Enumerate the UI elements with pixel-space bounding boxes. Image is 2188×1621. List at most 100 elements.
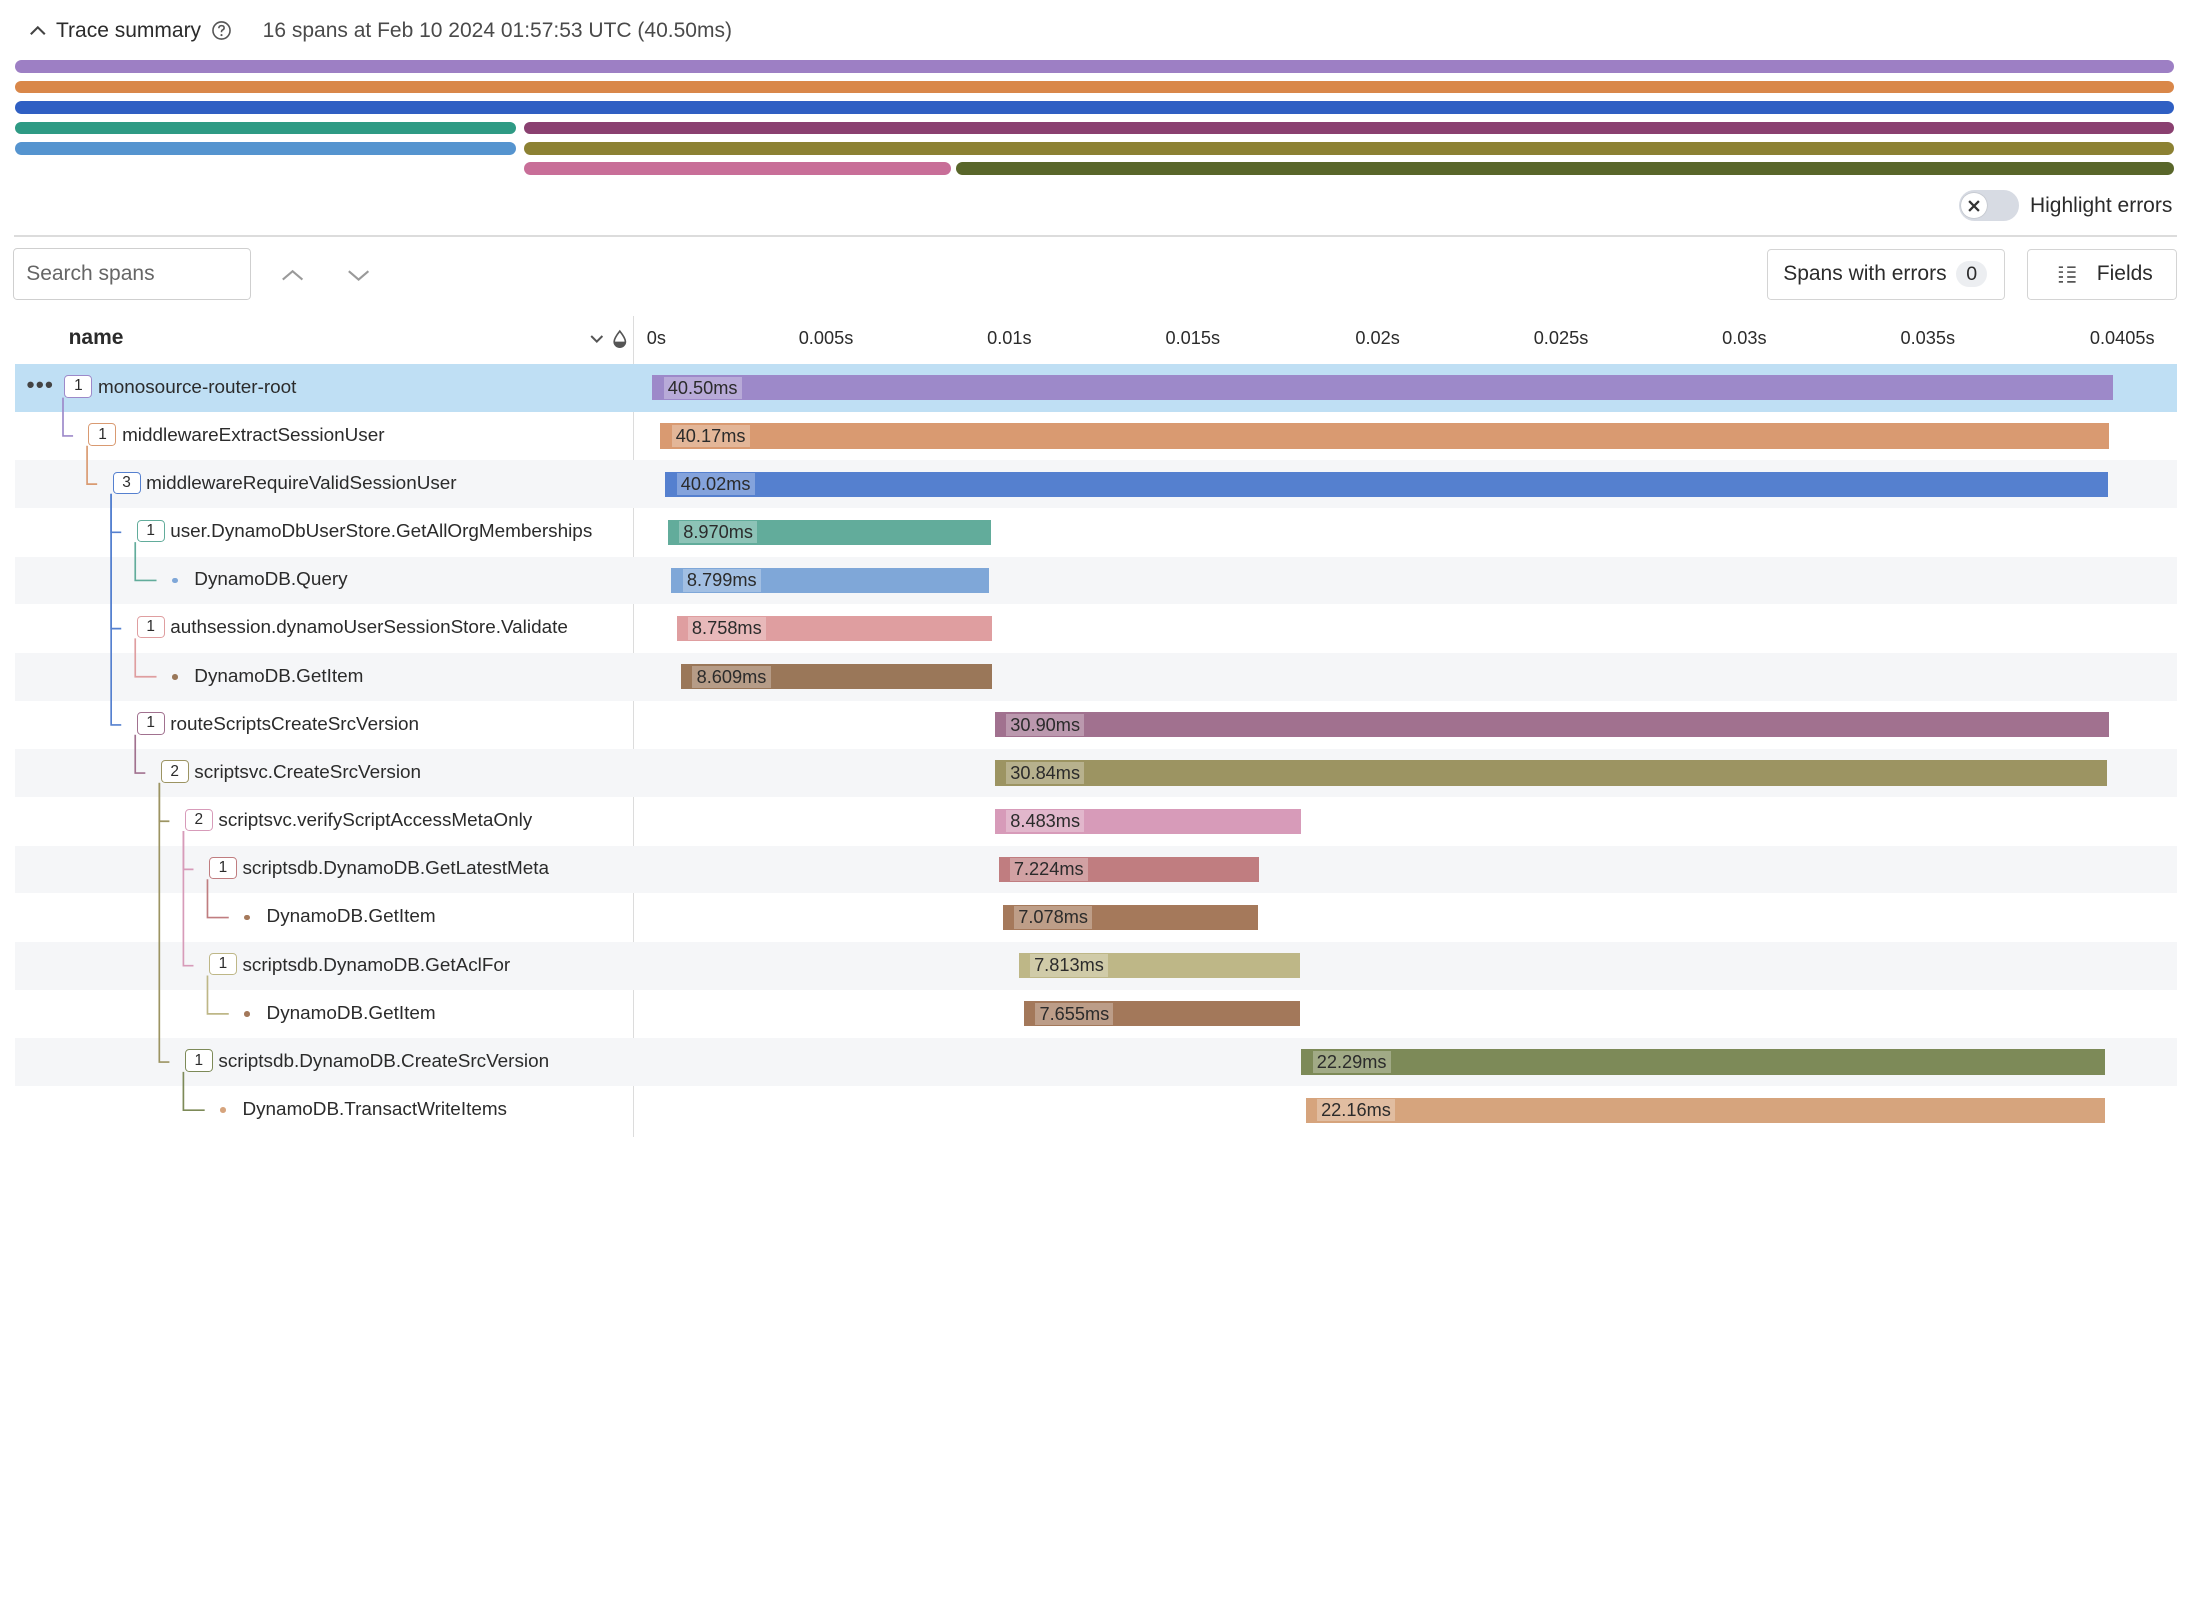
span-name: scriptsvc.CreateSrcVersion	[194, 761, 422, 783]
span-row[interactable]: 1 scriptsdb.DynamoDB.GetLatestMeta 7.224ms	[15, 845, 2177, 894]
span-bar[interactable]: 40.02ms	[665, 471, 2109, 497]
fields-button[interactable]: Fields	[2027, 249, 2177, 300]
previous-match-button[interactable]	[274, 258, 310, 294]
columns-icon	[2058, 266, 2076, 283]
span-name: scriptsdb.DynamoDB.GetAclFor	[242, 954, 511, 976]
child-count-badge[interactable]: 3	[112, 471, 141, 494]
timeline-axis: 0s 0.005s 0.01s 0.015s 0.02s 0.025s 0.03s 0.035…	[0, 0, 2188, 364]
leaf-dot-icon	[171, 673, 178, 680]
child-count-badge[interactable]: 1	[136, 519, 165, 543]
span-row[interactable]: 2 scriptsvc.CreateSrcVersion 30.84ms	[15, 749, 2177, 797]
leaf-dot-icon	[244, 914, 250, 921]
span-name: DynamoDB.GetItem	[194, 665, 364, 687]
minimap-bar	[15, 80, 2175, 94]
span-bar[interactable]: 7.078ms	[1002, 904, 1259, 931]
name-column-header[interactable]: name	[68, 326, 124, 350]
axis-tick-label: 0.015s	[1165, 327, 1221, 348]
child-count-badge[interactable]: 1	[136, 712, 165, 735]
span-duration-label: 40.17ms	[671, 424, 750, 448]
help-icon[interactable]	[211, 20, 232, 41]
minimap-bar	[524, 121, 2175, 135]
span-row[interactable]: 1 scriptsdb.DynamoDB.CreateSrcVersion 22.2…	[15, 1038, 2177, 1086]
span-bar[interactable]: 40.50ms	[652, 375, 2113, 401]
span-duration-label: 30.84ms	[1006, 761, 1085, 785]
span-bar[interactable]: 22.16ms	[1305, 1097, 2105, 1123]
span-duration-label: 30.90ms	[1006, 713, 1085, 737]
span-duration-label: 22.16ms	[1316, 1098, 1396, 1122]
highlight-errors-label: Highlight errors	[2029, 193, 2173, 217]
span-bar[interactable]: 8.799ms	[671, 567, 989, 593]
more-options-icon[interactable]: •••	[26, 371, 55, 397]
child-count-badge[interactable]: 2	[160, 760, 189, 783]
span-row[interactable]: DynamoDB.GetItem 7.078ms	[15, 894, 2177, 942]
span-row[interactable]: 1 routeScriptsCreateSrcVersion 30.90ms	[15, 701, 2177, 749]
highlight-errors-toggle[interactable]: Highlight errors	[1958, 190, 2173, 222]
chevron-up-icon	[282, 270, 304, 281]
child-count-badge[interactable]: 1	[88, 423, 117, 446]
minimap-bar	[956, 162, 2175, 175]
span-bar[interactable]: 30.84ms	[994, 760, 2107, 786]
span-name: DynamoDB.GetItem	[266, 1002, 436, 1024]
span-row[interactable]: 3 middlewareRequireValidSessionUser 40.02m…	[15, 460, 2177, 508]
span-bar[interactable]: 8.609ms	[681, 664, 992, 690]
child-count-badge[interactable]: 1	[184, 1049, 213, 1072]
trace-meta: 16 spans at Feb 10 2024 01:57:53 UTC (40…	[262, 18, 732, 42]
span-duration-label: 8.758ms	[687, 617, 766, 640]
child-count-badge[interactable]: 1	[64, 375, 93, 398]
span-row[interactable]: 2 scriptsvc.verifyScriptAccessMetaOnly 8.4…	[15, 797, 2177, 845]
span-row[interactable]: DynamoDB.GetItem 7.655ms	[15, 990, 2177, 1038]
chevron-up-icon[interactable]	[28, 21, 48, 41]
leaf-dot-icon	[244, 1011, 250, 1017]
chevron-down-icon[interactable]	[587, 329, 607, 349]
span-name: DynamoDB.TransactWriteItems	[242, 1098, 508, 1120]
axis-tick-label: 0.005s	[798, 327, 854, 348]
leaf-dot-icon	[171, 577, 178, 584]
span-bar[interactable]: 7.655ms	[1024, 1001, 1301, 1027]
span-row[interactable]: 1 authsession.dynamoUserSessionStore.Vali…	[15, 605, 2177, 653]
span-row[interactable]: ••• 1 monosource-router-root 40.50ms	[15, 364, 2177, 412]
span-row[interactable]: DynamoDB.TransactWriteItems 22.16ms	[15, 1086, 2177, 1134]
span-bar[interactable]: 7.224ms	[998, 856, 1259, 882]
span-duration-label: 40.02ms	[676, 472, 755, 496]
span-bar[interactable]: 40.17ms	[660, 423, 2109, 449]
child-count-badge[interactable]: 1	[136, 615, 165, 639]
child-count-badge[interactable]: 1	[208, 856, 237, 880]
span-bar[interactable]: 30.90ms	[994, 712, 2109, 738]
span-bar[interactable]: 8.970ms	[667, 519, 992, 545]
axis-tick-label: 0s	[646, 327, 667, 348]
spans-with-errors-button[interactable]: Spans with errors 0	[1766, 249, 2005, 300]
child-count-badge[interactable]: 1	[208, 953, 237, 976]
trace-summary-header[interactable]: Trace summary 16 spans at Feb 10 2024 01…	[28, 15, 732, 46]
search-input[interactable]	[12, 247, 251, 300]
span-row[interactable]: 1 scriptsdb.DynamoDB.GetAclFor 7.813ms	[15, 941, 2177, 990]
span-duration-label: 8.609ms	[692, 665, 771, 688]
column-divider[interactable]	[632, 316, 635, 1137]
fields-label: Fields	[2096, 262, 2153, 286]
span-duration-label: 7.813ms	[1029, 954, 1109, 977]
next-match-button[interactable]	[340, 258, 376, 294]
span-duration-label: 7.655ms	[1035, 1002, 1114, 1026]
span-row[interactable]: 1 middlewareExtractSessionUser 40.17ms	[15, 412, 2177, 460]
minimap-bar	[15, 121, 517, 135]
span-row[interactable]: DynamoDB.Query 8.799ms	[15, 556, 2177, 605]
axis-tick-label: 0.02s	[1355, 327, 1400, 348]
span-name: scriptsdb.DynamoDB.GetLatestMeta	[242, 858, 550, 880]
axis-tick-label: 0.0405s	[2089, 327, 2155, 348]
span-bar[interactable]: 8.483ms	[994, 808, 1301, 834]
span-row[interactable]: 1 user.DynamoDbUserStore.GetAllOrgMembers…	[15, 508, 2177, 556]
span-name: user.DynamoDbUserStore.GetAllOrgMembersh…	[170, 521, 593, 543]
minimap-bar	[15, 60, 2175, 73]
span-duration-label: 8.970ms	[679, 521, 758, 544]
span-row[interactable]: DynamoDB.GetItem 8.609ms	[15, 652, 2177, 701]
span-name: DynamoDB.Query	[194, 569, 348, 591]
span-duration-label: 7.224ms	[1009, 858, 1088, 881]
child-count-badge[interactable]: 2	[184, 808, 213, 832]
span-bar[interactable]: 22.29ms	[1301, 1049, 2105, 1075]
span-bar[interactable]: 7.813ms	[1018, 953, 1301, 979]
close-icon	[1968, 200, 1980, 212]
toggle-switch[interactable]	[1958, 190, 2019, 222]
span-bar[interactable]: 8.758ms	[676, 615, 993, 642]
error-count-badge: 0	[1956, 261, 1987, 288]
minimap-bar	[524, 141, 2175, 155]
drop-icon[interactable]	[610, 329, 630, 349]
